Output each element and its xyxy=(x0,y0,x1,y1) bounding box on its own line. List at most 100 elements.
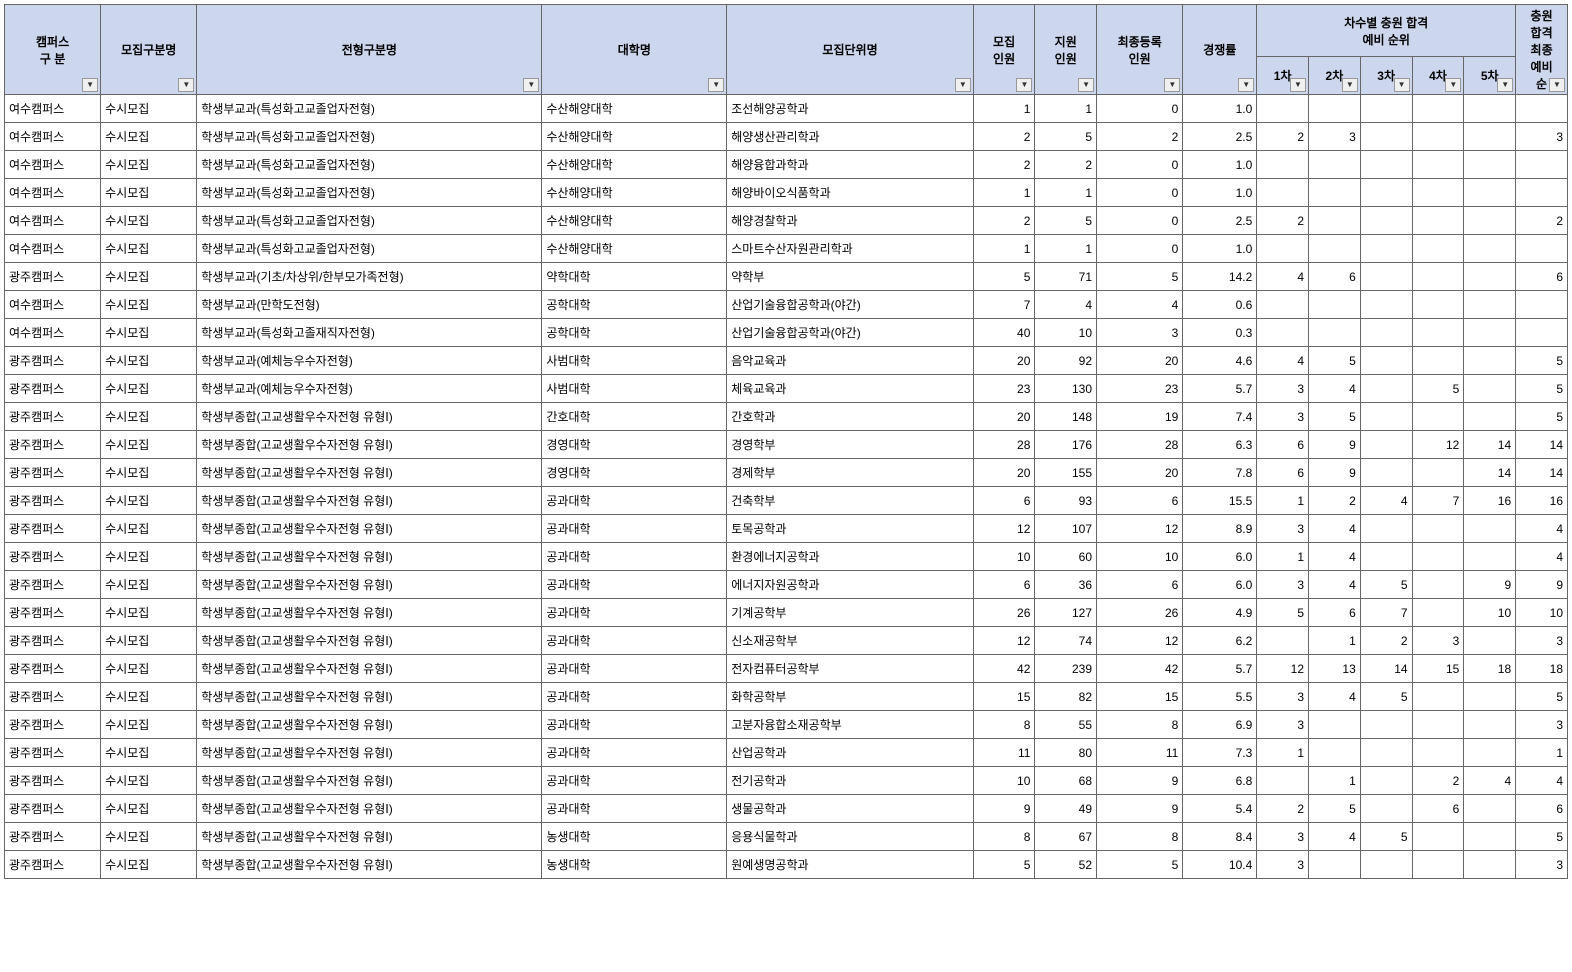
cell-campus: 광주캠퍼스 xyxy=(5,711,101,739)
cell-r1: 12 xyxy=(1257,655,1309,683)
cell-college: 수산해양대학 xyxy=(542,179,727,207)
cell-r2: 4 xyxy=(1309,375,1361,403)
cell-r4: 7 xyxy=(1412,487,1464,515)
cell-r4 xyxy=(1412,179,1464,207)
cell-finalWait: 2 xyxy=(1516,207,1568,235)
cell-r3: 2 xyxy=(1360,627,1412,655)
cell-r3 xyxy=(1360,543,1412,571)
cell-r3 xyxy=(1360,515,1412,543)
cell-admissionType: 학생부교과(기초/차상위/한부모가족전형) xyxy=(197,263,542,291)
cell-r3 xyxy=(1360,123,1412,151)
cell-finalReg: 0 xyxy=(1097,95,1183,123)
filter-icon[interactable]: ▼ xyxy=(1342,78,1358,92)
cell-r4: 2 xyxy=(1412,767,1464,795)
header-r3: 3차▼ xyxy=(1360,57,1412,95)
cell-finalReg: 5 xyxy=(1097,263,1183,291)
cell-r2 xyxy=(1309,235,1361,263)
table-row: 광주캠퍼스수시모집학생부종합(고교생활우수자전형 유형Ⅰ)경영대학경영학부281… xyxy=(5,431,1568,459)
table-row: 광주캠퍼스수시모집학생부종합(고교생활우수자전형 유형Ⅰ)공과대학전자컴퓨터공학… xyxy=(5,655,1568,683)
cell-applicants: 80 xyxy=(1035,739,1097,767)
cell-finalReg: 20 xyxy=(1097,347,1183,375)
filter-icon[interactable]: ▼ xyxy=(1445,78,1461,92)
cell-college: 수산해양대학 xyxy=(542,95,727,123)
cell-applicants: 5 xyxy=(1035,207,1097,235)
cell-campus: 광주캠퍼스 xyxy=(5,403,101,431)
cell-applicants: 52 xyxy=(1035,851,1097,879)
header-r4: 4차▼ xyxy=(1412,57,1464,95)
filter-icon[interactable]: ▼ xyxy=(1394,78,1410,92)
table-row: 여수캠퍼스수시모집학생부교과(특성화고교졸업자전형)수산해양대학해양바이오식품학… xyxy=(5,179,1568,207)
cell-campus: 여수캠퍼스 xyxy=(5,319,101,347)
filter-icon[interactable]: ▼ xyxy=(1238,78,1254,92)
header-department: 모집단위명▼ xyxy=(727,5,974,95)
table-row: 광주캠퍼스수시모집학생부교과(예체능우수자전형)사범대학음악교육과2092204… xyxy=(5,347,1568,375)
cell-finalReg: 10 xyxy=(1097,543,1183,571)
cell-ratio: 5.7 xyxy=(1183,655,1257,683)
cell-quota: 10 xyxy=(973,767,1035,795)
cell-department: 전자컴퓨터공학부 xyxy=(727,655,974,683)
cell-quota: 8 xyxy=(973,711,1035,739)
cell-r5 xyxy=(1464,403,1516,431)
cell-finalWait xyxy=(1516,319,1568,347)
cell-applicants: 55 xyxy=(1035,711,1097,739)
filter-icon[interactable]: ▼ xyxy=(178,78,194,92)
cell-finalReg: 28 xyxy=(1097,431,1183,459)
cell-college: 수산해양대학 xyxy=(542,151,727,179)
cell-ratio: 1.0 xyxy=(1183,179,1257,207)
cell-ratio: 8.9 xyxy=(1183,515,1257,543)
cell-r1: 6 xyxy=(1257,459,1309,487)
cell-ratio: 2.5 xyxy=(1183,123,1257,151)
filter-icon[interactable]: ▼ xyxy=(955,78,971,92)
filter-icon[interactable]: ▼ xyxy=(1016,78,1032,92)
cell-ratio: 5.4 xyxy=(1183,795,1257,823)
cell-r1: 1 xyxy=(1257,543,1309,571)
cell-applicants: 92 xyxy=(1035,347,1097,375)
cell-r3 xyxy=(1360,347,1412,375)
filter-icon[interactable]: ▼ xyxy=(1549,78,1565,92)
filter-icon[interactable]: ▼ xyxy=(1164,78,1180,92)
filter-icon[interactable]: ▼ xyxy=(708,78,724,92)
cell-ratio: 2.5 xyxy=(1183,207,1257,235)
cell-r3 xyxy=(1360,459,1412,487)
cell-r4: 5 xyxy=(1412,375,1464,403)
table-row: 광주캠퍼스수시모집학생부종합(고교생활우수자전형 유형Ⅰ)농생대학응용식물학과8… xyxy=(5,823,1568,851)
cell-finalReg: 15 xyxy=(1097,683,1183,711)
cell-ratio: 1.0 xyxy=(1183,95,1257,123)
cell-recruitType: 수시모집 xyxy=(101,207,197,235)
cell-r4 xyxy=(1412,235,1464,263)
cell-finalWait: 5 xyxy=(1516,823,1568,851)
cell-quota: 1 xyxy=(973,235,1035,263)
header-college: 대학명▼ xyxy=(542,5,727,95)
cell-admissionType: 학생부종합(고교생활우수자전형 유형Ⅰ) xyxy=(197,431,542,459)
cell-recruitType: 수시모집 xyxy=(101,235,197,263)
cell-r4 xyxy=(1412,123,1464,151)
cell-finalWait: 14 xyxy=(1516,459,1568,487)
cell-r4 xyxy=(1412,599,1464,627)
cell-applicants: 4 xyxy=(1035,291,1097,319)
cell-r2: 4 xyxy=(1309,571,1361,599)
cell-r5 xyxy=(1464,95,1516,123)
filter-icon[interactable]: ▼ xyxy=(523,78,539,92)
cell-r3 xyxy=(1360,431,1412,459)
cell-campus: 광주캠퍼스 xyxy=(5,767,101,795)
filter-icon[interactable]: ▼ xyxy=(1497,78,1513,92)
cell-department: 화학공학부 xyxy=(727,683,974,711)
header-quota: 모집 인원▼ xyxy=(973,5,1035,95)
cell-applicants: 148 xyxy=(1035,403,1097,431)
cell-ratio: 5.5 xyxy=(1183,683,1257,711)
table-row: 광주캠퍼스수시모집학생부종합(고교생활우수자전형 유형Ⅰ)공과대학건축학부693… xyxy=(5,487,1568,515)
filter-icon[interactable]: ▼ xyxy=(1290,78,1306,92)
filter-icon[interactable]: ▼ xyxy=(82,78,98,92)
cell-finalReg: 6 xyxy=(1097,487,1183,515)
cell-applicants: 82 xyxy=(1035,683,1097,711)
cell-r1: 3 xyxy=(1257,571,1309,599)
header-applicants: 지원 인원▼ xyxy=(1035,5,1097,95)
filter-icon[interactable]: ▼ xyxy=(1078,78,1094,92)
cell-ratio: 6.3 xyxy=(1183,431,1257,459)
cell-college: 공과대학 xyxy=(542,599,727,627)
cell-college: 사범대학 xyxy=(542,375,727,403)
cell-department: 전기공학과 xyxy=(727,767,974,795)
cell-admissionType: 학생부교과(예체능우수자전형) xyxy=(197,347,542,375)
cell-college: 수산해양대학 xyxy=(542,207,727,235)
table-row: 여수캠퍼스수시모집학생부교과(특성화고교졸업자전형)수산해양대학스마트수산자원관… xyxy=(5,235,1568,263)
